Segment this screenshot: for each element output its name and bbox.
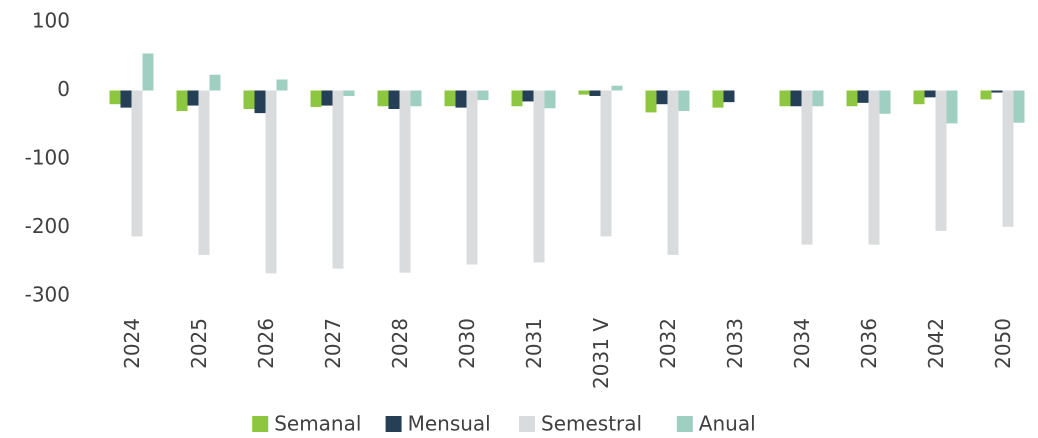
- y-tick-label: -200: [25, 214, 70, 238]
- y-tick-label: 0: [57, 77, 70, 101]
- x-tick-label: 2036: [857, 318, 881, 369]
- legend-swatch: [519, 416, 535, 432]
- bar: [857, 90, 869, 103]
- bar: [310, 90, 322, 107]
- bar: [477, 90, 489, 101]
- legend-swatch: [385, 416, 402, 432]
- x-tick-label: 2032: [656, 318, 680, 369]
- bar: [209, 74, 221, 91]
- bar: [589, 90, 601, 96]
- bar: [868, 90, 880, 245]
- legend-swatch: [252, 416, 269, 432]
- bar: [176, 90, 188, 112]
- bar: [198, 90, 210, 255]
- bar: [187, 90, 199, 106]
- bar: [533, 90, 545, 263]
- x-tick-label: 2025: [187, 318, 211, 369]
- bar: [611, 85, 623, 91]
- bar: [466, 90, 478, 265]
- bar: [812, 90, 824, 107]
- x-tick-label: 2033: [723, 318, 747, 369]
- bar: [511, 90, 523, 107]
- bar: [801, 90, 813, 245]
- bar: [544, 90, 556, 109]
- bar: [656, 90, 668, 105]
- x-tick-label: 2050: [991, 318, 1015, 369]
- x-tick-label: 2042: [924, 318, 948, 369]
- x-tick-label: 2026: [254, 318, 278, 369]
- x-tick-label: 2031: [522, 318, 546, 369]
- bar: [779, 90, 791, 107]
- bar: [723, 90, 735, 103]
- bar: [243, 90, 255, 109]
- x-tick-label: 2024: [120, 318, 144, 369]
- bar: [645, 90, 657, 113]
- bar: [142, 53, 154, 91]
- bar: [276, 79, 288, 91]
- legend-label: Anual: [699, 412, 756, 436]
- bar: [321, 90, 333, 106]
- legend-swatch: [676, 416, 693, 432]
- bar: [667, 90, 679, 255]
- bar: [991, 90, 1003, 93]
- bar: [600, 90, 612, 237]
- x-tick-label: 2028: [388, 318, 412, 369]
- bar: [946, 90, 958, 124]
- bar: [790, 90, 802, 107]
- bar: [913, 90, 925, 105]
- x-tick-label: 2034: [790, 318, 814, 369]
- y-tick-label: 100: [32, 9, 70, 33]
- bar: [120, 90, 132, 108]
- x-tick-label: 2030: [455, 318, 479, 369]
- bar: [109, 90, 121, 105]
- x-tick-label: 2031 V: [589, 318, 613, 389]
- legend-label: Mensual: [408, 412, 491, 436]
- bar: [879, 90, 891, 114]
- x-tick-label: 2027: [321, 318, 345, 369]
- bar: [254, 90, 266, 114]
- bar: [265, 90, 277, 274]
- bar: [131, 90, 143, 237]
- bar: [377, 90, 389, 107]
- bar: [455, 90, 467, 108]
- y-tick-label: -100: [25, 146, 70, 170]
- bar: [410, 90, 422, 107]
- bar: [980, 90, 992, 100]
- bar: [712, 90, 724, 108]
- bar: [935, 90, 947, 231]
- bar: [332, 90, 344, 269]
- bar: [444, 90, 456, 107]
- bar: [343, 90, 355, 96]
- bar: [578, 90, 590, 95]
- bar: [522, 90, 534, 102]
- bar: [846, 90, 858, 107]
- bar: [678, 90, 690, 112]
- legend-label: Semestral: [541, 412, 642, 436]
- legend-label: Semanal: [274, 412, 361, 436]
- bar: [399, 90, 411, 273]
- y-tick-label: -300: [25, 283, 70, 307]
- bar: [1013, 90, 1025, 123]
- bar: [388, 90, 400, 109]
- bar: [1002, 90, 1014, 227]
- bar: [924, 90, 936, 98]
